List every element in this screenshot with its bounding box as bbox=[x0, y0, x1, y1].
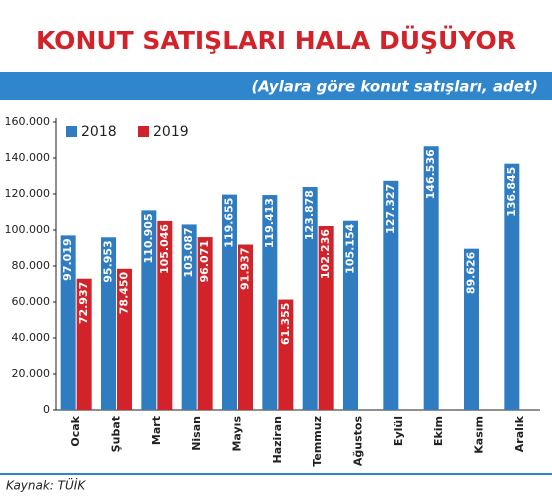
x-tick-label: Mart bbox=[150, 416, 163, 445]
y-tick-label: 120.000 bbox=[5, 187, 51, 200]
value-label: 61.355 bbox=[279, 303, 292, 345]
bar bbox=[60, 235, 76, 410]
bar bbox=[504, 163, 520, 410]
value-label: 96.071 bbox=[198, 240, 211, 282]
value-label: 102.236 bbox=[319, 229, 332, 279]
value-label: 103.087 bbox=[182, 227, 195, 277]
y-tick-label: 40.000 bbox=[12, 331, 51, 344]
bar bbox=[278, 299, 294, 410]
value-label: 91.937 bbox=[239, 248, 252, 290]
x-tick-label: Aralık bbox=[513, 415, 526, 452]
y-tick-label: 80.000 bbox=[12, 259, 51, 272]
value-label: 119.413 bbox=[263, 198, 276, 248]
bar bbox=[318, 225, 334, 410]
y-tick-label: 160.000 bbox=[5, 115, 51, 128]
bar bbox=[181, 224, 197, 410]
bar bbox=[101, 237, 116, 410]
y-tick-label: 20.000 bbox=[12, 367, 51, 380]
legend-swatch bbox=[66, 126, 77, 137]
bar bbox=[157, 220, 173, 410]
x-tick-label: Ekim bbox=[432, 416, 445, 446]
value-label: 95.953 bbox=[102, 240, 115, 282]
bar bbox=[117, 268, 132, 410]
value-label: 72.937 bbox=[77, 282, 90, 324]
value-label: 110.905 bbox=[142, 213, 155, 263]
y-tick-label: 60.000 bbox=[12, 295, 51, 308]
chart-title: KONUT SATIŞLARI HALA DÜŞÜYOR bbox=[36, 25, 516, 55]
x-tick-label: Şubat bbox=[110, 416, 123, 452]
y-tick-label: 100.000 bbox=[5, 223, 51, 236]
x-tick-label: Nisan bbox=[190, 416, 203, 451]
x-tick-label: Mayıs bbox=[231, 416, 244, 452]
y-tick-label: 0 bbox=[43, 403, 50, 416]
bar bbox=[464, 248, 479, 410]
legend-swatch bbox=[138, 126, 149, 137]
x-tick-label: Ocak bbox=[69, 415, 82, 446]
x-tick-label: Ağustos bbox=[352, 416, 365, 467]
bar bbox=[423, 146, 439, 410]
x-tick-label: Kasım bbox=[473, 416, 486, 454]
bar bbox=[197, 237, 213, 410]
bar bbox=[383, 180, 399, 410]
value-label: 127.327 bbox=[384, 184, 397, 234]
source: Kaynak: TÜİK bbox=[6, 477, 86, 493]
x-tick-label: Temmuz bbox=[311, 416, 324, 467]
bar bbox=[141, 210, 157, 410]
value-label: 105.046 bbox=[158, 224, 171, 274]
value-label: 89.626 bbox=[465, 251, 478, 294]
y-tick-label: 140.000 bbox=[5, 151, 51, 164]
legend-label: 2019 bbox=[153, 124, 189, 140]
bar bbox=[76, 278, 92, 410]
subtitle-band bbox=[0, 72, 552, 100]
x-tick-label: Eylül bbox=[392, 416, 405, 446]
value-label: 97.019 bbox=[61, 238, 74, 280]
value-label: 146.536 bbox=[424, 149, 437, 199]
value-label: 78.450 bbox=[118, 271, 131, 314]
value-label: 123.878 bbox=[303, 190, 316, 240]
value-label: 119.655 bbox=[223, 198, 236, 248]
subtitle: (Aylara göre konut satışları, adet) bbox=[251, 78, 538, 96]
bar bbox=[302, 187, 318, 410]
bar bbox=[238, 244, 253, 410]
bar bbox=[343, 220, 358, 410]
value-label: 105.154 bbox=[344, 223, 357, 273]
value-label: 136.845 bbox=[505, 167, 518, 217]
bar bbox=[262, 195, 278, 410]
legend-label: 2018 bbox=[81, 124, 117, 140]
x-tick-label: Haziran bbox=[271, 416, 284, 463]
bar bbox=[222, 194, 237, 410]
